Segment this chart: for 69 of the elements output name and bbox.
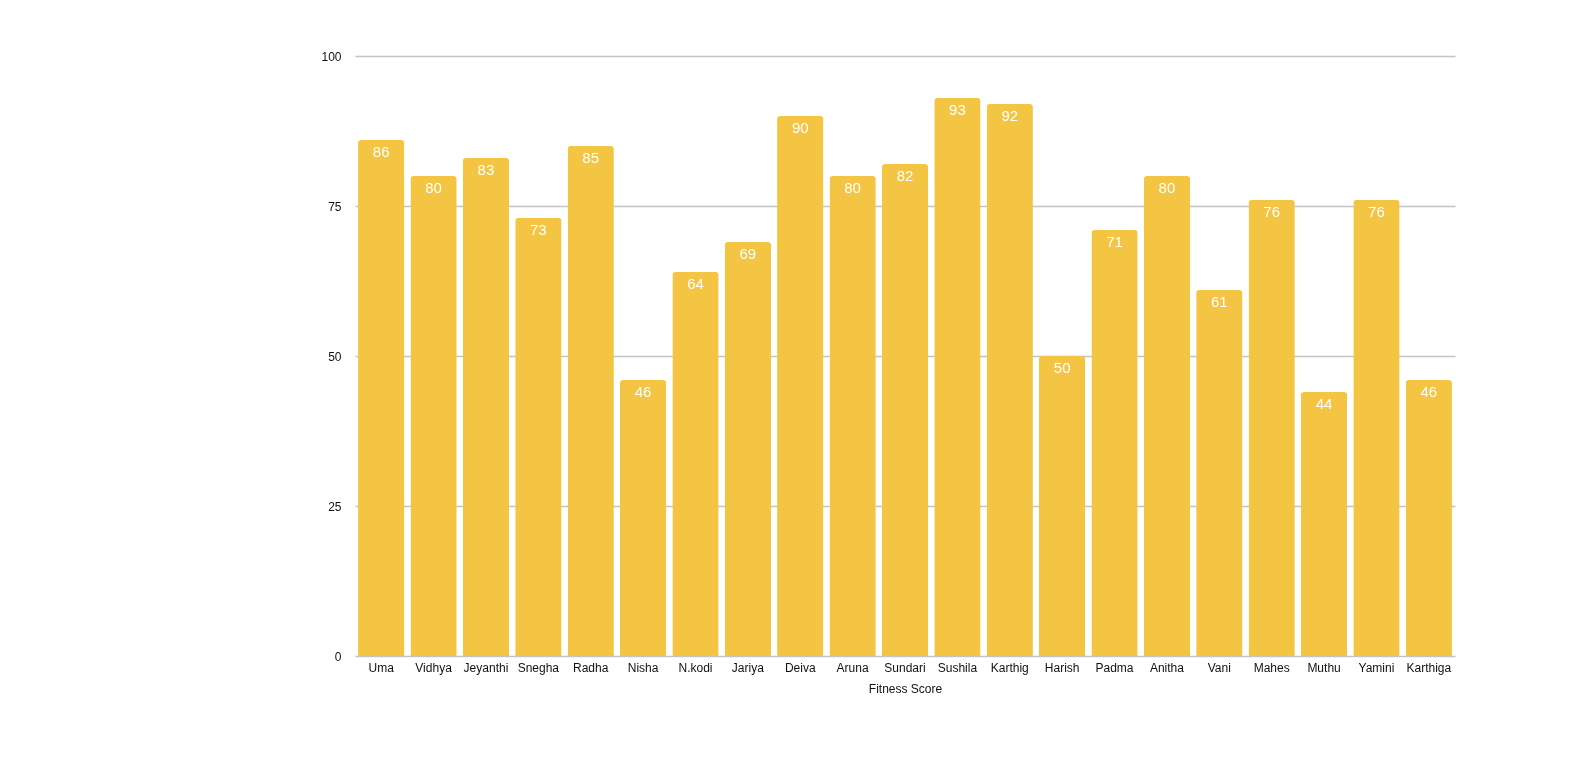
bar — [462, 158, 510, 656]
data-label: 93 — [949, 101, 966, 118]
x-tick-label: Deiva — [784, 660, 816, 675]
data-label: 80 — [844, 179, 861, 196]
data-label: 73 — [529, 221, 547, 238]
bar — [1405, 380, 1452, 656]
x-tick-label: Yamini — [1358, 660, 1395, 675]
data-label: 90 — [791, 119, 809, 136]
bar — [672, 272, 719, 656]
data-label: 80 — [425, 179, 442, 196]
bar — [724, 242, 771, 656]
data-label: 46 — [1420, 383, 1438, 400]
x-tick-label: Harish — [1044, 660, 1080, 675]
x-tick-label: Sundari — [884, 660, 926, 675]
bar — [1091, 230, 1138, 656]
x-tick-label: Nisha — [627, 660, 659, 675]
bar — [1353, 200, 1400, 656]
bar — [1248, 200, 1295, 656]
y-tick-label: 25 — [328, 499, 342, 514]
bar — [619, 380, 667, 656]
x-tick-label: Karthig — [990, 660, 1029, 675]
x-tick-label: Sushila — [937, 660, 978, 675]
x-tick-label: Radha — [573, 660, 609, 675]
bar — [567, 146, 614, 656]
x-tick-label: Padma — [1095, 660, 1134, 675]
x-tick-label: Jariya — [731, 660, 765, 675]
data-label: 92 — [1001, 107, 1019, 124]
bar — [358, 140, 405, 656]
data-label: 76 — [1263, 203, 1281, 220]
data-label: 64 — [687, 275, 704, 292]
x-tick-label: Uma — [368, 660, 395, 675]
bar — [1143, 176, 1191, 656]
y-tick-label: 75 — [328, 199, 342, 214]
x-tick-label: Vani — [1207, 660, 1231, 675]
bar — [515, 218, 562, 656]
data-label: 71 — [1106, 233, 1123, 250]
data-label: 50 — [1053, 359, 1071, 376]
data-label: 61 — [1210, 293, 1228, 310]
data-label: 80 — [1158, 179, 1176, 196]
data-label: 85 — [582, 149, 600, 166]
y-tick-label: 0 — [334, 649, 342, 664]
data-label: 83 — [477, 161, 495, 178]
bar — [1039, 356, 1086, 656]
data-label: 76 — [1368, 203, 1385, 220]
data-label: 82 — [896, 167, 914, 184]
x-tick-label: Muthu — [1307, 660, 1341, 675]
x-tick-label: N.kodi — [678, 660, 713, 675]
data-label: 69 — [739, 245, 757, 262]
bar — [829, 176, 876, 656]
x-tick-label: Jeyanthi — [463, 660, 509, 675]
x-tick-label: Snegha — [517, 660, 560, 675]
x-tick-label: Karthiga — [1406, 660, 1452, 675]
bar — [1196, 290, 1243, 656]
x-tick-label: Vidhya — [415, 660, 453, 675]
bar — [1300, 392, 1348, 656]
data-label: 44 — [1315, 395, 1333, 412]
bar — [934, 98, 981, 656]
data-label: 86 — [372, 143, 390, 160]
x-tick-label: Anitha — [1149, 660, 1185, 675]
y-tick-label: 50 — [328, 349, 342, 364]
bar — [410, 176, 457, 656]
bar — [777, 116, 824, 656]
bar — [986, 104, 1033, 656]
bar — [881, 164, 929, 656]
data-label: 46 — [634, 383, 652, 400]
x-tick-label: Mahes — [1253, 660, 1290, 675]
x-tick-label: Aruna — [836, 660, 869, 675]
y-tick-label: 100 — [321, 49, 342, 64]
x-axis-title: Fitness Score — [868, 681, 943, 696]
